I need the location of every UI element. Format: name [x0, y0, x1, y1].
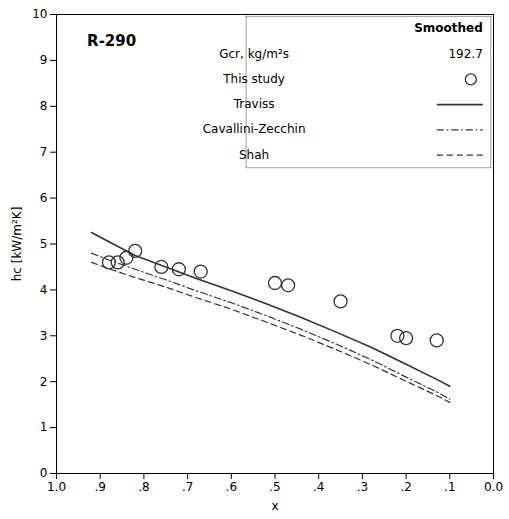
svg-text:Smoothed: Smoothed — [414, 21, 483, 35]
svg-text:5: 5 — [40, 237, 48, 251]
svg-text:7: 7 — [40, 145, 48, 159]
svg-text:6: 6 — [40, 191, 48, 205]
svg-text:This study: This study — [222, 72, 285, 86]
svg-text:9: 9 — [40, 53, 48, 67]
svg-text:10: 10 — [32, 7, 47, 21]
svg-text:.3: .3 — [357, 480, 368, 494]
svg-text:.9: .9 — [94, 480, 105, 494]
svg-text:.8: .8 — [138, 480, 149, 494]
svg-text:Gcr, kg/m²s: Gcr, kg/m²s — [219, 47, 289, 61]
svg-text:1: 1 — [40, 420, 48, 434]
svg-text:Traviss: Traviss — [233, 97, 275, 111]
svg-text:x: x — [271, 499, 278, 513]
svg-text:.7: .7 — [182, 480, 193, 494]
svg-text:.2: .2 — [400, 480, 411, 494]
svg-text:.6: .6 — [226, 480, 237, 494]
svg-text:Cavallini-Zecchin: Cavallini-Zecchin — [203, 122, 306, 136]
svg-text:8: 8 — [40, 99, 48, 113]
svg-text:.5: .5 — [269, 480, 280, 494]
svg-text:4: 4 — [40, 283, 48, 297]
svg-text:2: 2 — [40, 375, 48, 389]
svg-text:hc [kW/m²K]: hc [kW/m²K] — [10, 207, 24, 282]
svg-text:.4: .4 — [313, 480, 324, 494]
svg-text:1.0: 1.0 — [47, 480, 66, 494]
svg-text:Shah: Shah — [239, 148, 269, 162]
svg-text:.1: .1 — [444, 480, 455, 494]
svg-text:3: 3 — [40, 329, 48, 343]
svg-text:R-290: R-290 — [87, 32, 136, 50]
svg-text:0: 0 — [40, 466, 48, 480]
svg-text:192.7: 192.7 — [448, 47, 482, 61]
svg-text:0.0: 0.0 — [484, 480, 503, 494]
